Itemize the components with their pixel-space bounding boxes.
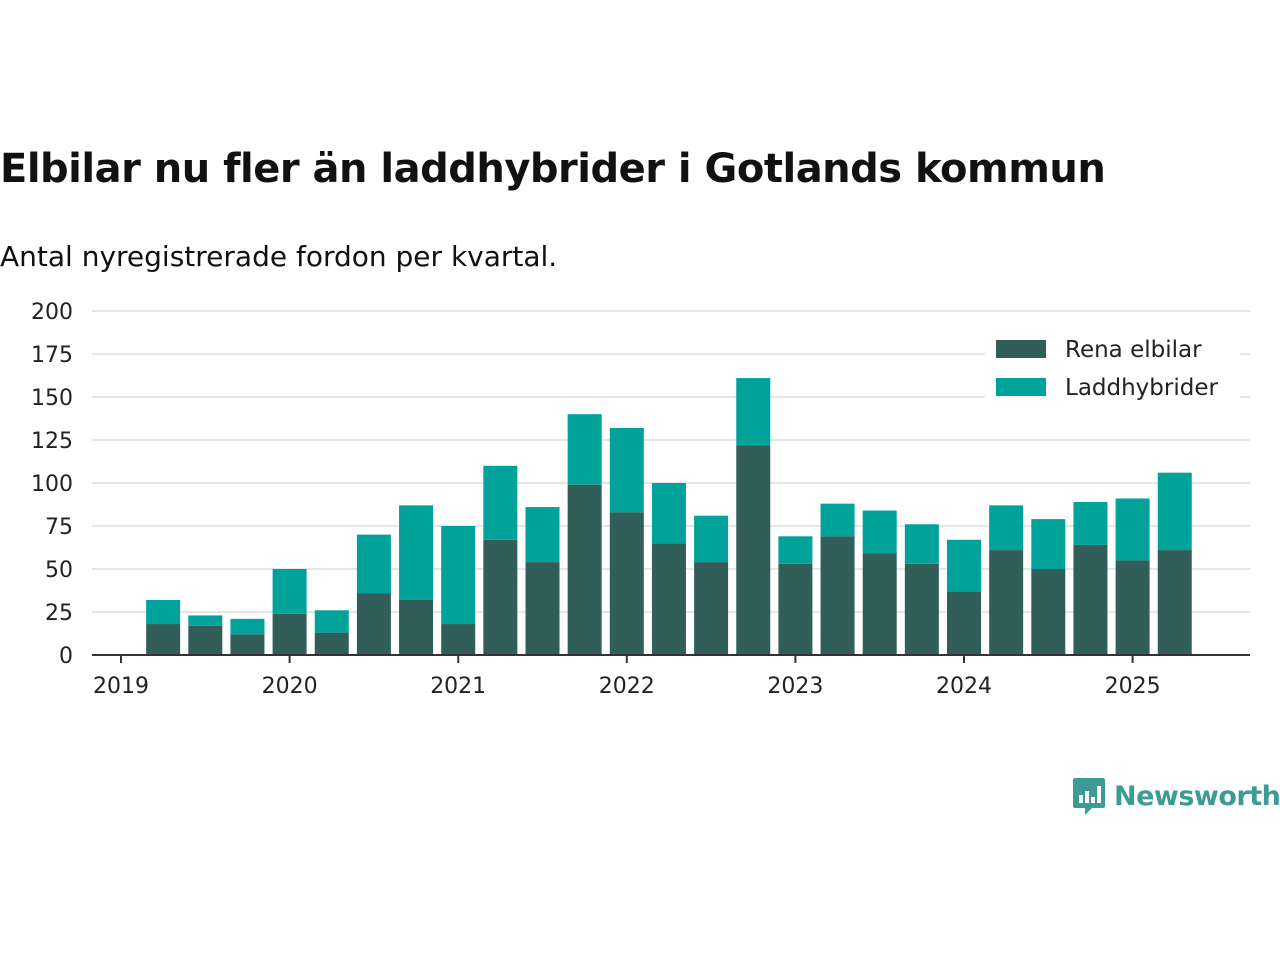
bar-rena-elbilar xyxy=(483,539,518,655)
bar-rena-elbilar xyxy=(609,512,644,655)
bar-rena-elbilar xyxy=(1115,560,1150,655)
legend-swatch xyxy=(996,340,1046,358)
y-axis-ticks: 0 25 50 75 100 125 150 175 200 xyxy=(31,300,73,669)
bar-rena-elbilar xyxy=(694,562,729,655)
bar-laddhybrider xyxy=(778,536,813,564)
bar-rena-elbilar xyxy=(146,624,181,655)
bar-rena-elbilar xyxy=(1157,550,1192,655)
bar-rena-elbilar xyxy=(989,550,1024,655)
newsworthy-logo-text: Newsworthy xyxy=(1114,780,1280,812)
newsworthy-logo: Newsworthy xyxy=(1072,776,1280,816)
y-tick-label: 175 xyxy=(31,343,73,368)
bar-laddhybrider xyxy=(567,414,602,485)
bar-rena-elbilar xyxy=(1031,569,1066,655)
legend-label: Rena elbilar xyxy=(1065,337,1202,363)
bar-laddhybrider xyxy=(989,505,1024,551)
bar-rena-elbilar xyxy=(188,625,223,655)
bar-laddhybrider xyxy=(694,515,729,563)
bar-laddhybrider xyxy=(272,569,307,614)
x-tick-label: 2019 xyxy=(93,674,149,699)
bar-rena-elbilar xyxy=(778,563,813,655)
bars xyxy=(146,378,1192,655)
x-tick-label: 2024 xyxy=(936,674,992,699)
legend-swatch xyxy=(996,378,1046,396)
bar-rena-elbilar xyxy=(651,543,686,655)
bar-rena-elbilar xyxy=(567,484,602,655)
bar-laddhybrider xyxy=(314,610,349,633)
y-tick-label: 125 xyxy=(31,429,73,454)
legend: Rena elbilar Laddhybrider xyxy=(985,330,1240,412)
chart-title: Elbilar nu fler än laddhybrider i Gotlan… xyxy=(0,146,1106,192)
bar-laddhybrider xyxy=(146,599,181,625)
bar-laddhybrider xyxy=(483,465,518,540)
bar-rena-elbilar xyxy=(399,599,434,655)
bar-rena-elbilar xyxy=(820,536,855,655)
bar-laddhybrider xyxy=(1115,498,1150,561)
x-tick-label: 2020 xyxy=(262,674,318,699)
bar-rena-elbilar xyxy=(862,553,897,655)
bar-rena-elbilar xyxy=(947,591,981,655)
bar-laddhybrider xyxy=(651,483,686,544)
y-tick-label: 150 xyxy=(31,386,73,411)
bar-laddhybrider xyxy=(188,615,223,626)
bar-laddhybrider xyxy=(441,526,476,625)
y-tick-label: 100 xyxy=(31,472,73,497)
x-axis-ticks: 2019 2020 2021 2022 2023 2024 2025 xyxy=(93,655,1161,699)
bar-laddhybrider xyxy=(356,534,391,594)
bar-laddhybrider xyxy=(399,505,434,600)
x-tick-label: 2025 xyxy=(1105,674,1161,699)
bar-rena-elbilar xyxy=(356,593,391,655)
bar-rena-elbilar xyxy=(1073,544,1108,655)
newsworthy-logo-icon xyxy=(1073,778,1105,815)
bar-laddhybrider xyxy=(736,378,771,446)
bar-laddhybrider xyxy=(230,618,265,635)
y-tick-label: 75 xyxy=(45,515,73,540)
y-tick-label: 0 xyxy=(59,644,73,669)
bar-laddhybrider xyxy=(1073,501,1108,545)
bar-laddhybrider xyxy=(1157,472,1192,551)
x-tick-label: 2022 xyxy=(599,674,655,699)
bar-laddhybrider xyxy=(904,524,939,564)
chart-subtitle: Antal nyregistrerade fordon per kvartal. xyxy=(0,240,558,273)
legend-label: Laddhybrider xyxy=(1065,375,1218,401)
bar-rena-elbilar xyxy=(525,562,560,655)
x-tick-label: 2023 xyxy=(767,674,823,699)
bar-laddhybrider xyxy=(820,503,855,537)
bar-laddhybrider xyxy=(862,510,897,554)
bar-rena-elbilar xyxy=(736,445,771,655)
bar-rena-elbilar xyxy=(904,563,939,655)
bar-laddhybrider xyxy=(947,539,981,592)
x-tick-label: 2021 xyxy=(430,674,486,699)
bar-rena-elbilar xyxy=(314,632,349,655)
bar-laddhybrider xyxy=(525,507,560,563)
bar-rena-elbilar xyxy=(230,634,265,655)
y-tick-label: 25 xyxy=(45,601,73,626)
bar-rena-elbilar xyxy=(441,624,476,655)
y-tick-label: 50 xyxy=(45,558,73,583)
y-tick-label: 200 xyxy=(31,300,73,325)
bar-rena-elbilar xyxy=(272,613,307,655)
bar-laddhybrider xyxy=(1031,519,1066,569)
bar-laddhybrider xyxy=(609,427,644,513)
